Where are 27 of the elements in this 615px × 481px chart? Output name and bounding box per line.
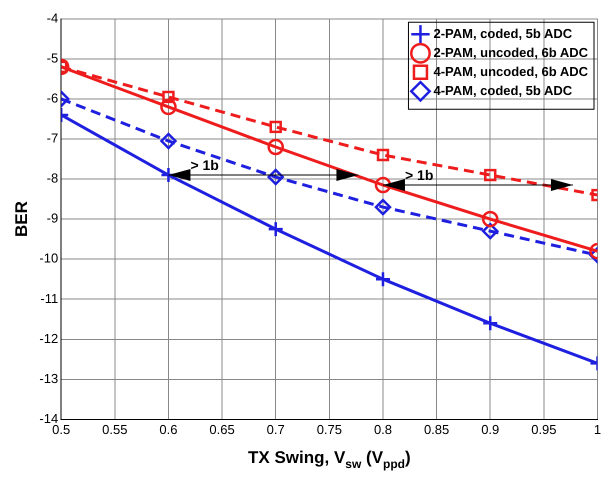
x-tick-label: 0.65: [209, 422, 235, 437]
y-tick-label: -12: [39, 330, 58, 346]
x-tick-label: 0.85: [424, 422, 450, 437]
x-tick-label: 0.8: [374, 422, 392, 437]
x-tick-label: 1: [594, 422, 602, 437]
annotation: > 1b: [190, 156, 219, 173]
y-tick-label: -11: [40, 290, 58, 306]
y-tick-label: -4: [46, 10, 58, 26]
y-tick-label: -6: [46, 90, 58, 106]
legend-label: 2-PAM, uncoded, 6b ADC: [433, 44, 589, 60]
annotation: > 1b: [404, 166, 434, 183]
y-tick-label: -8: [46, 170, 58, 186]
y-tick-label: -9: [46, 210, 58, 226]
legend-label: 2-PAM, coded, 5b ADC: [433, 26, 573, 41]
x-tick-label: 0.6: [159, 422, 178, 437]
y-tick-label: -13: [39, 370, 58, 386]
y-axis-title: BER: [12, 201, 31, 238]
legend-label: 4-PAM, coded, 5b ADC: [433, 82, 573, 98]
y-tick-label: -10: [39, 250, 58, 266]
x-tick-label: 0.55: [102, 422, 128, 437]
x-tick-label: 0.7: [266, 422, 285, 437]
x-tick-label: 0.95: [531, 422, 557, 437]
y-tick-label: -7: [46, 130, 58, 146]
x-tick-label: 0.75: [316, 422, 342, 437]
legend-label: 4-PAM, uncoded, 6b ADC: [433, 64, 589, 79]
x-tick-label: 0.9: [481, 422, 500, 437]
y-tick-label: -5: [46, 50, 58, 66]
